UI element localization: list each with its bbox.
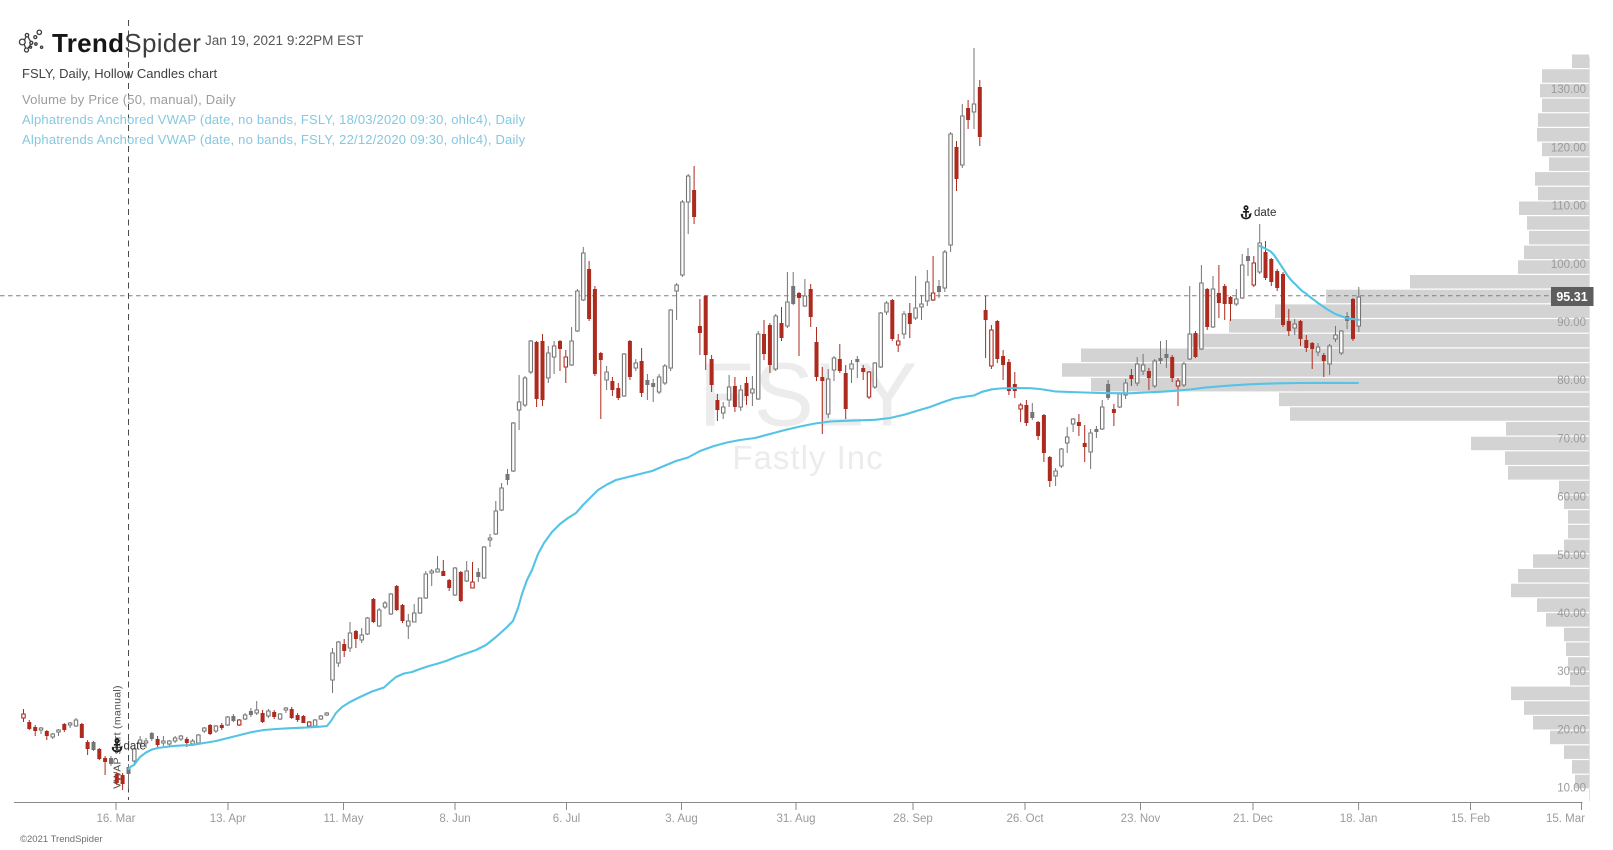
svg-text:20.00: 20.00 — [1557, 724, 1586, 736]
svg-text:FSLY: FSLY — [699, 346, 917, 446]
svg-text:120.00: 120.00 — [1551, 142, 1586, 154]
svg-text:date: date — [1254, 207, 1276, 219]
svg-text:40.00: 40.00 — [1557, 608, 1586, 620]
svg-text:3. Aug: 3. Aug — [665, 813, 698, 825]
svg-text:70.00: 70.00 — [1557, 433, 1586, 445]
svg-text:100.00: 100.00 — [1551, 259, 1586, 271]
svg-text:80.00: 80.00 — [1557, 375, 1586, 387]
svg-text:50.00: 50.00 — [1557, 550, 1586, 562]
svg-text:31. Aug: 31. Aug — [776, 813, 815, 825]
svg-text:110.00: 110.00 — [1552, 201, 1586, 213]
svg-text:date: date — [124, 741, 146, 753]
svg-text:26. Oct: 26. Oct — [1006, 813, 1044, 825]
svg-text:90.00: 90.00 — [1557, 317, 1586, 329]
svg-text:13. Apr: 13. Apr — [210, 813, 247, 825]
svg-text:18. Jan: 18. Jan — [1340, 813, 1378, 825]
svg-text:10.00: 10.00 — [1557, 783, 1586, 795]
svg-text:16. Mar: 16. Mar — [97, 813, 136, 825]
svg-text:60.00: 60.00 — [1557, 492, 1586, 504]
svg-text:6. Jul: 6. Jul — [553, 813, 581, 825]
svg-text:21. Dec: 21. Dec — [1233, 813, 1273, 825]
svg-text:95.31: 95.31 — [1556, 290, 1587, 304]
svg-text:8. Jun: 8. Jun — [439, 813, 470, 825]
svg-text:11. May: 11. May — [323, 813, 363, 825]
svg-text:30.00: 30.00 — [1557, 666, 1586, 678]
svg-text:15. Feb: 15. Feb — [1451, 813, 1490, 825]
svg-text:28. Sep: 28. Sep — [893, 813, 933, 825]
svg-text:23. Nov: 23. Nov — [1121, 813, 1161, 825]
svg-text:VWAP start (manual): VWAP start (manual) — [112, 685, 124, 789]
svg-text:130.00: 130.00 — [1551, 84, 1586, 96]
svg-text:15. Mar: 15. Mar — [1546, 813, 1585, 825]
svg-text:Fastly Inc: Fastly Inc — [732, 439, 883, 476]
